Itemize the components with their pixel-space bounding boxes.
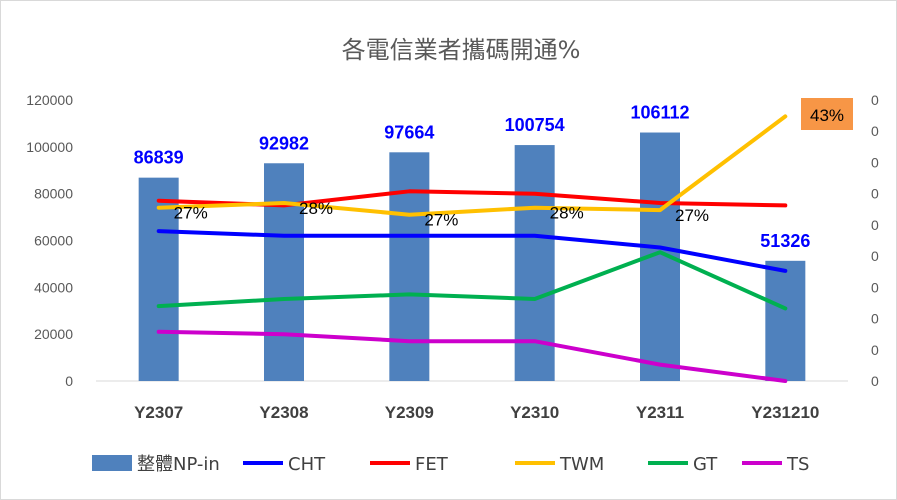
line-gt — [156, 250, 788, 311]
left-tick-label: 0 — [65, 373, 73, 389]
twm-data-labels: 27% 28% 27% 28% 27% 43% — [174, 98, 853, 230]
right-tick-label: 0 — [871, 342, 879, 358]
category-label: Y2310 — [510, 403, 559, 422]
twm-value-label: 28% — [299, 199, 333, 218]
left-axis: 0 20000 40000 60000 80000 100000 120000 — [26, 92, 73, 389]
legend-label: FET — [415, 454, 449, 475]
category-label: Y2308 — [259, 403, 308, 422]
line-ts — [156, 329, 788, 383]
right-tick-label: 0 — [871, 92, 879, 108]
left-tick-label: 100000 — [26, 139, 73, 155]
twm-value-label: 27% — [424, 211, 458, 230]
legend-label: GT — [693, 454, 718, 475]
category-label: Y2307 — [134, 403, 183, 422]
bar — [264, 163, 304, 381]
right-tick-label: 0 — [871, 373, 879, 389]
legend-label: TS — [786, 454, 809, 475]
right-tick-label: 0 — [871, 123, 879, 139]
bar-value-label: 92982 — [259, 133, 309, 153]
category-label: Y2311 — [636, 403, 684, 422]
right-tick-label: 0 — [871, 154, 879, 170]
left-tick-label: 20000 — [34, 326, 73, 342]
bar-data-labels: 86839 92982 97664 100754 106112 51326 — [134, 103, 811, 251]
bar — [138, 177, 179, 381]
bar-value-label: 106112 — [630, 103, 689, 123]
highlight-label-box — [801, 98, 853, 130]
legend-label: CHT — [288, 454, 326, 475]
category-axis: Y2307 Y2308 Y2309 Y2310 Y2311 Y231210 — [134, 403, 819, 422]
bar-value-label: 97664 — [384, 122, 434, 142]
twm-value-label: 27% — [675, 206, 709, 225]
category-label: Y231210 — [751, 403, 819, 422]
twm-value-label: 28% — [550, 204, 584, 223]
right-axis: 0 0 0 0 0 0 0 0 0 0 — [871, 92, 879, 389]
right-tick-label: 0 — [871, 248, 879, 264]
legend-label: 整體NP-in — [137, 454, 220, 475]
legend: 整體NP-in CHT FET TWM GT TS — [92, 454, 809, 475]
left-tick-label: 40000 — [34, 279, 73, 295]
right-tick-label: 0 — [871, 217, 879, 233]
bar — [765, 260, 806, 381]
legend-label: TWM — [559, 454, 604, 475]
right-tick-label: 0 — [871, 279, 879, 295]
bar-value-label: 51326 — [760, 231, 810, 251]
twm-value-label: 27% — [174, 204, 208, 223]
right-tick-label: 0 — [871, 311, 879, 327]
right-tick-label: 0 — [871, 186, 879, 202]
left-tick-label: 120000 — [26, 92, 73, 108]
category-label: Y2309 — [385, 403, 434, 422]
bar — [389, 152, 430, 381]
line-cht — [156, 229, 788, 273]
bar-value-label: 86839 — [134, 148, 184, 168]
left-tick-label: 60000 — [34, 233, 73, 249]
chart-title: 各電信業者攜碼開通% — [342, 36, 581, 64]
line-twm — [156, 114, 788, 217]
twm-value-label: 43% — [810, 106, 844, 125]
bar-value-label: 100754 — [505, 115, 565, 135]
legend-swatch — [92, 455, 132, 471]
left-tick-label: 80000 — [34, 186, 73, 202]
line-series — [156, 114, 788, 383]
